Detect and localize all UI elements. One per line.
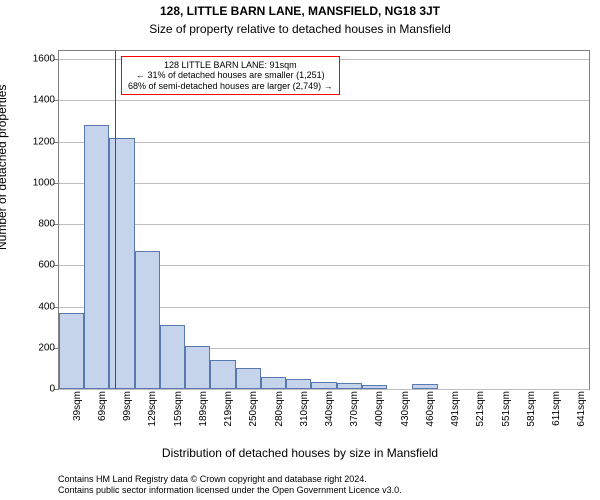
x-tick-label: 491sqm: [450, 391, 461, 427]
x-tick-label: 310sqm: [299, 391, 310, 427]
attribution-line: Contains public sector information licen…: [58, 485, 592, 496]
x-tick-label: 521sqm: [475, 391, 486, 427]
y-tick-label: 400: [38, 301, 55, 312]
y-tick-label: 1400: [33, 95, 55, 106]
x-tick-label: 340sqm: [324, 391, 335, 427]
y-tick-label: 600: [38, 260, 55, 271]
gridline-h: [59, 389, 589, 390]
x-tick-label: 129sqm: [147, 391, 158, 427]
histogram-bar: [160, 325, 185, 389]
x-tick-label: 400sqm: [374, 391, 385, 427]
y-tick-label: 800: [38, 219, 55, 230]
y-tick-label: 1000: [33, 177, 55, 188]
x-tick-label: 551sqm: [501, 391, 512, 427]
y-axis-label: Number of detached properties: [0, 85, 9, 250]
histogram-bar: [362, 385, 387, 389]
y-tick-label: 0: [49, 384, 55, 395]
gridline-h: [59, 183, 589, 184]
histogram-bar: [135, 251, 160, 389]
x-tick-label: 99sqm: [122, 391, 133, 421]
histogram-bar: [185, 346, 210, 389]
y-tick-label: 200: [38, 342, 55, 353]
x-tick-label: 69sqm: [97, 391, 108, 421]
gridline-h: [59, 224, 589, 225]
histogram-bar: [261, 377, 286, 389]
attribution-line: Contains HM Land Registry data © Crown c…: [58, 474, 592, 485]
annotation-box: 128 LITTLE BARN LANE: 91sqm← 31% of deta…: [121, 56, 340, 95]
x-tick-label: 611sqm: [551, 391, 562, 426]
histogram-bar: [236, 368, 261, 389]
histogram-figure: 128, LITTLE BARN LANE, MANSFIELD, NG18 3…: [0, 0, 600, 500]
x-tick-label: 430sqm: [400, 391, 411, 427]
histogram-bar: [59, 313, 84, 389]
plot-area: 0200400600800100012001400160039sqm69sqm9…: [58, 50, 590, 390]
annotation-line: ← 31% of detached houses are smaller (1,…: [128, 70, 333, 80]
x-tick-label: 250sqm: [248, 391, 259, 427]
gridline-h: [59, 100, 589, 101]
histogram-bar: [286, 379, 311, 389]
histogram-bar: [311, 382, 336, 389]
x-tick-label: 370sqm: [349, 391, 360, 427]
y-tick-label: 1200: [33, 136, 55, 147]
chart-subtitle: Size of property relative to detached ho…: [0, 22, 600, 36]
attribution-block: Contains HM Land Registry data © Crown c…: [58, 474, 592, 496]
histogram-bar: [109, 138, 134, 389]
histogram-bar: [337, 383, 362, 389]
histogram-bar: [210, 360, 235, 389]
x-axis-label: Distribution of detached houses by size …: [0, 446, 600, 460]
histogram-bar: [84, 125, 109, 389]
x-tick-label: 280sqm: [274, 391, 285, 427]
histogram-bar: [412, 384, 437, 389]
x-tick-label: 460sqm: [425, 391, 436, 427]
x-tick-label: 189sqm: [198, 391, 209, 427]
x-tick-label: 159sqm: [173, 391, 184, 427]
x-tick-label: 39sqm: [72, 391, 83, 421]
reference-line: [115, 51, 116, 389]
x-tick-label: 219sqm: [223, 391, 234, 427]
x-tick-label: 581sqm: [526, 391, 537, 427]
annotation-line: 68% of semi-detached houses are larger (…: [128, 81, 333, 91]
annotation-line: 128 LITTLE BARN LANE: 91sqm: [128, 60, 333, 70]
gridline-h: [59, 142, 589, 143]
x-tick-label: 641sqm: [576, 391, 587, 427]
chart-title: 128, LITTLE BARN LANE, MANSFIELD, NG18 3…: [0, 4, 600, 18]
y-tick-label: 1600: [33, 54, 55, 65]
